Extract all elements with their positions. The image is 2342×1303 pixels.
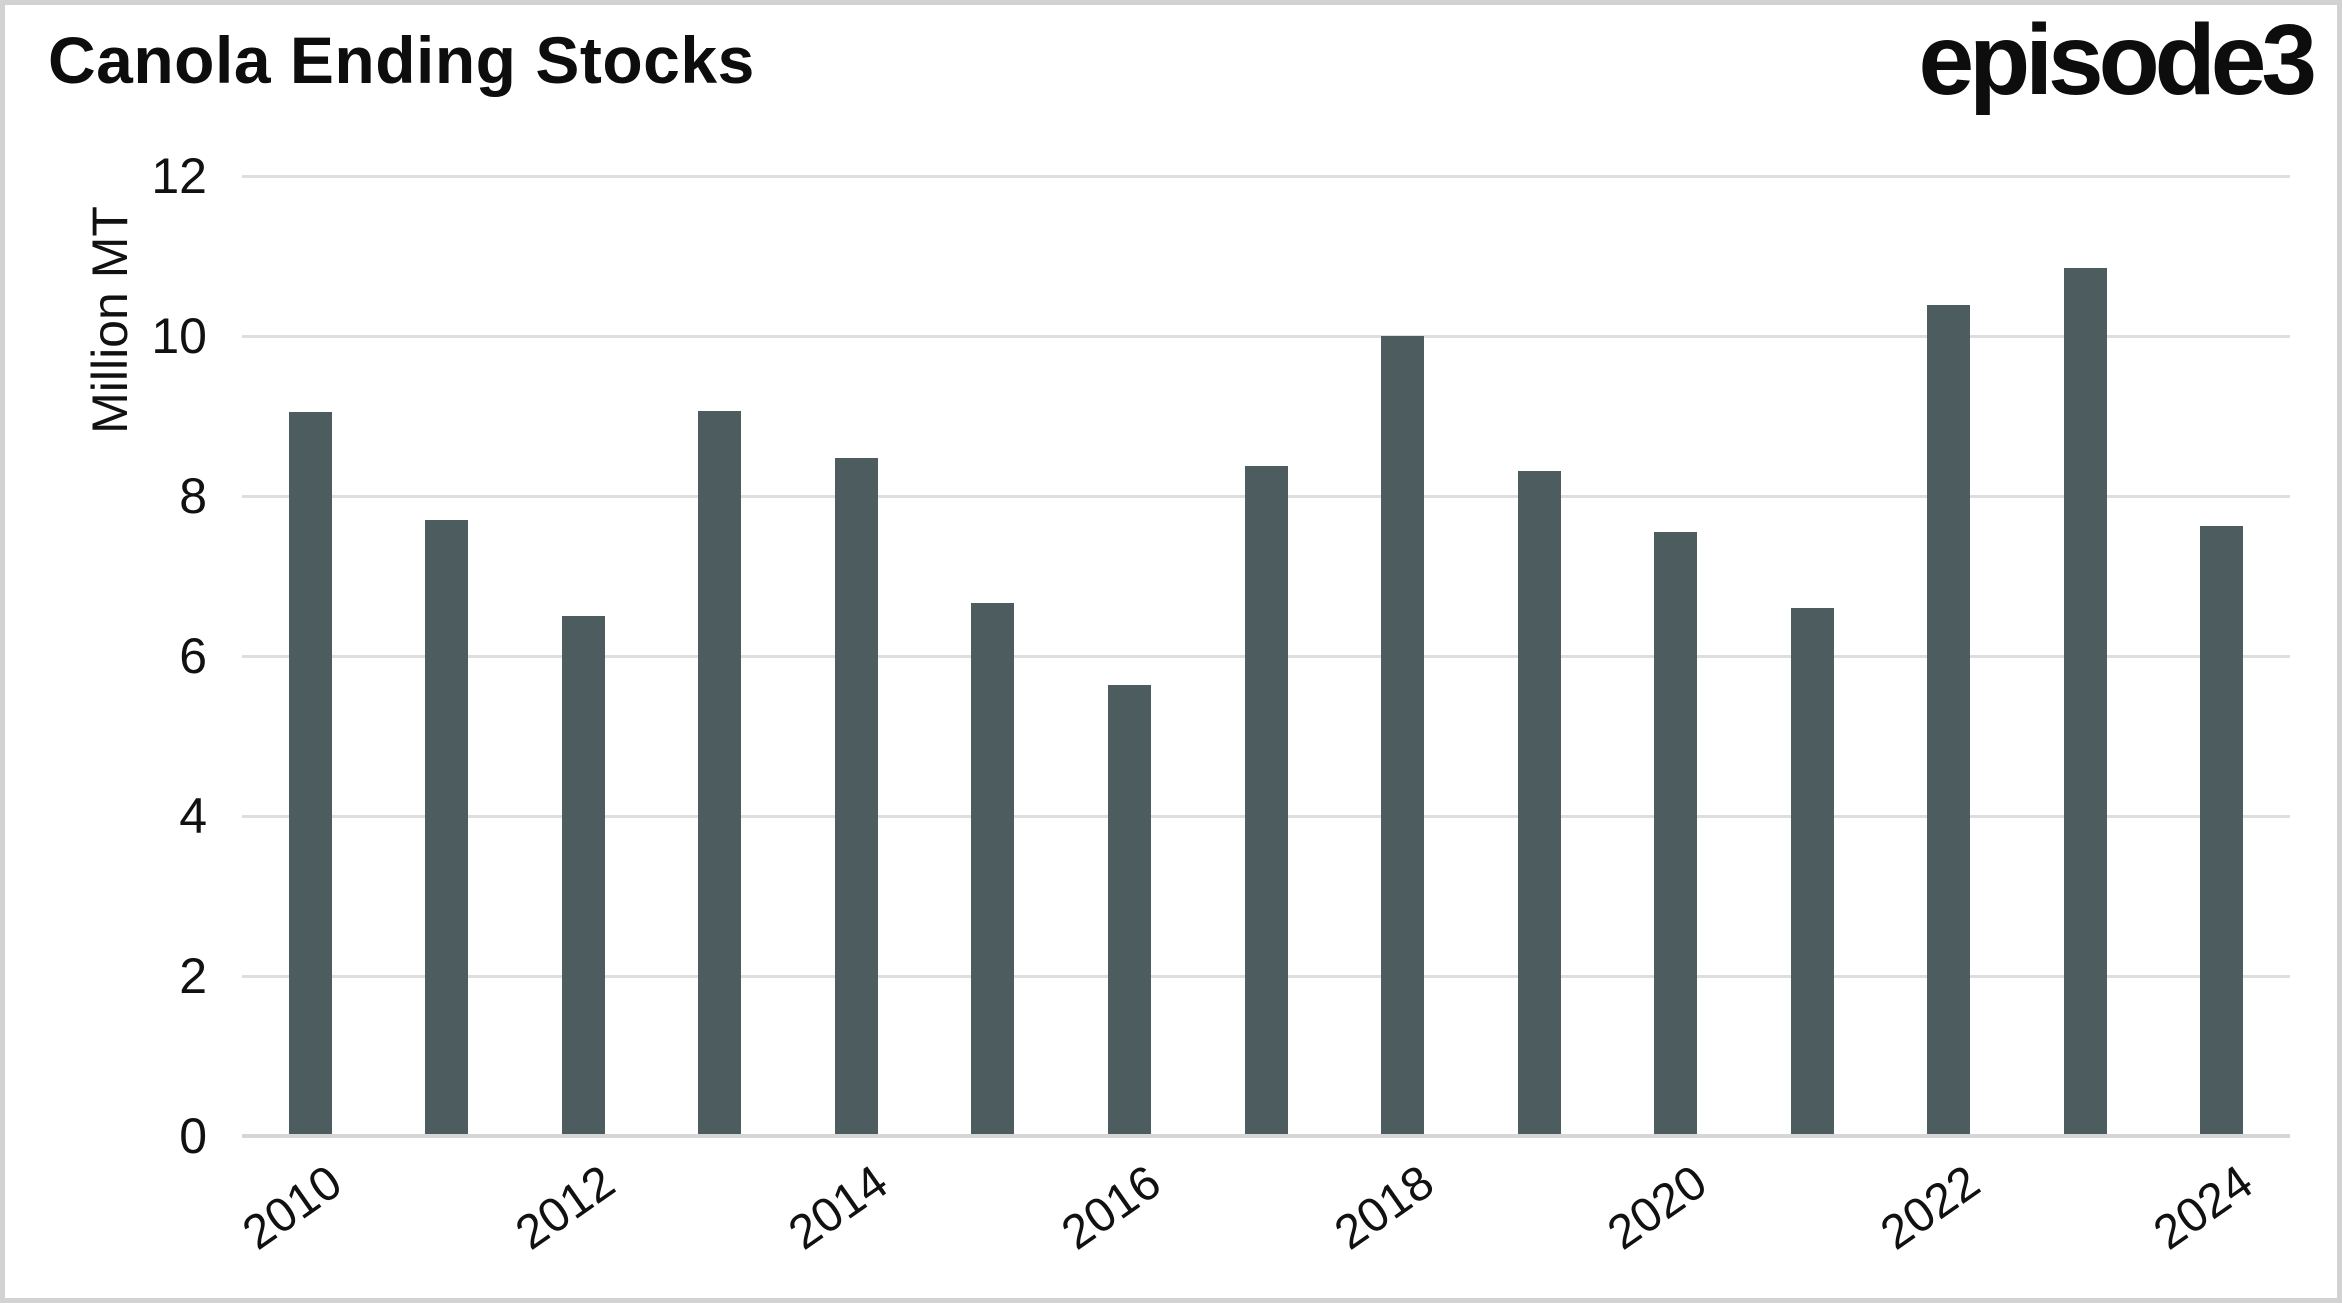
gridline-y12 <box>242 175 2290 178</box>
y-tick-label-2: 2 <box>179 948 207 1004</box>
bar-2018 <box>1381 336 1425 1136</box>
bar-2012 <box>561 616 605 1136</box>
x-axis-line <box>242 1134 2290 1138</box>
x-tick-label-2010: 2010 <box>233 1155 351 1261</box>
bar-2016 <box>1107 684 1151 1136</box>
bar-2011 <box>425 520 469 1136</box>
bar-2010 <box>288 412 332 1136</box>
x-tick-label-2022: 2022 <box>1871 1155 1990 1261</box>
bar-2019 <box>1517 471 1561 1136</box>
y-tick-label-0: 0 <box>179 1108 207 1164</box>
chart-title: Canola Ending Stocks <box>48 23 755 97</box>
x-tick-label-2018: 2018 <box>1325 1155 1444 1261</box>
y-tick-label-6: 6 <box>179 628 207 684</box>
bar-2017 <box>1244 465 1288 1136</box>
bar-2014 <box>834 457 878 1136</box>
bar-2023 <box>2063 268 2107 1136</box>
bar-2024 <box>2200 525 2244 1136</box>
x-tick-label-2016: 2016 <box>1052 1155 1171 1261</box>
bar-2013 <box>698 411 742 1136</box>
bar-2021 <box>1790 608 1834 1136</box>
x-tick-label-2024: 2024 <box>2144 1155 2263 1261</box>
y-tick-label-12: 12 <box>151 148 207 204</box>
bar-2015 <box>971 603 1015 1136</box>
x-tick-label-2012: 2012 <box>506 1155 625 1261</box>
gridline-y10 <box>242 335 2290 338</box>
bar-2020 <box>1654 532 1698 1136</box>
x-tick-label-2014: 2014 <box>779 1155 898 1261</box>
bar-2022 <box>1927 304 1971 1136</box>
y-tick-label-10: 10 <box>151 308 207 364</box>
y-tick-label-4: 4 <box>179 788 207 844</box>
y-tick-label-8: 8 <box>179 468 207 524</box>
x-tick-label-2020: 2020 <box>1598 1155 1717 1261</box>
episode3-logo: episode3 <box>1918 4 2317 116</box>
